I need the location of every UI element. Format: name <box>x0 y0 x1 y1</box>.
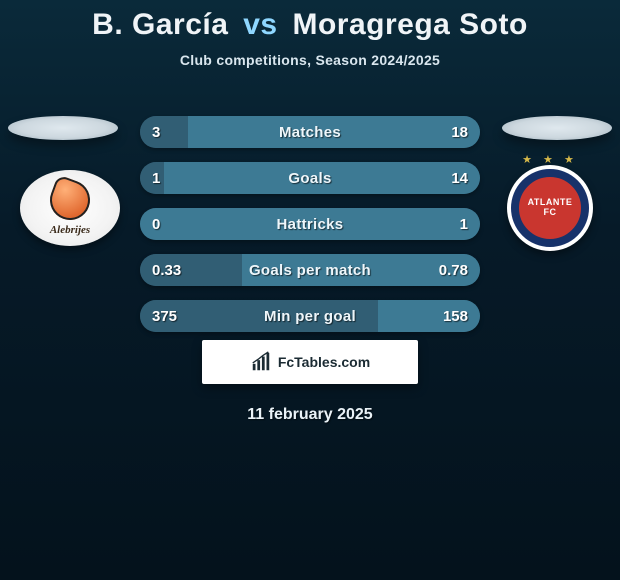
page-title: B. García vs Moragrega Soto <box>0 0 620 42</box>
stat-row: 3Matches18 <box>140 116 480 148</box>
subtitle: Club competitions, Season 2024/2025 <box>0 52 620 68</box>
stat-label: Matches <box>140 116 480 148</box>
fctables-badge[interactable]: FcTables.com <box>202 340 418 384</box>
club-badge-right: ★ ★ ★ ATLANTEFC <box>500 166 600 250</box>
stat-label: Goals <box>140 162 480 194</box>
date-label: 11 february 2025 <box>0 406 620 424</box>
comparison-card: B. García vs Moragrega Soto Club competi… <box>0 0 620 580</box>
stat-label: Hattricks <box>140 208 480 240</box>
stats-arena: ★ ★ ★ ATLANTEFC 3Matches181Goals140Hattr… <box>0 98 620 328</box>
stat-row: 1Goals14 <box>140 162 480 194</box>
stat-row: 375Min per goal158 <box>140 300 480 332</box>
atlante-text: ATLANTEFC <box>528 198 573 218</box>
platform-left <box>8 116 118 140</box>
stat-value-right: 14 <box>451 162 468 194</box>
stat-row: 0.33Goals per match0.78 <box>140 254 480 286</box>
stat-value-right: 18 <box>451 116 468 148</box>
atlante-logo: ★ ★ ★ ATLANTEFC <box>507 165 593 251</box>
stat-value-right: 158 <box>443 300 468 332</box>
stat-label: Goals per match <box>140 254 480 286</box>
vs-label: vs <box>243 8 277 41</box>
platform-right <box>502 116 612 140</box>
stat-value-right: 1 <box>460 208 468 240</box>
atlante-stars: ★ ★ ★ <box>507 153 593 166</box>
bar-chart-icon <box>250 351 272 373</box>
stat-value-right: 0.78 <box>439 254 468 286</box>
player-1-name: B. García <box>92 8 228 41</box>
stat-row: 0Hattricks1 <box>140 208 480 240</box>
player-2-name: Moragrega Soto <box>292 8 527 41</box>
stat-label: Min per goal <box>140 300 480 332</box>
alebrijes-logo <box>20 170 120 246</box>
stats-list: 3Matches181Goals140Hattricks10.33Goals p… <box>140 116 480 332</box>
fctables-label: FcTables.com <box>278 354 370 370</box>
club-badge-left <box>20 166 120 250</box>
